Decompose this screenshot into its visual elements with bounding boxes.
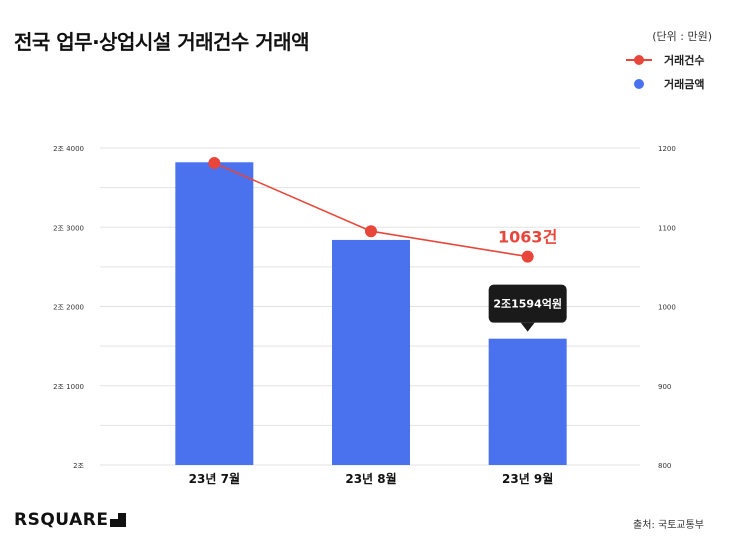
line-point-trade-count	[365, 225, 377, 238]
left-axis-tick-label: 2조 2000	[53, 304, 84, 312]
line-data-label: 1063건	[498, 228, 557, 247]
right-axis-tick-label: 1100	[658, 224, 676, 232]
brand-logo: RSQUARE	[14, 510, 127, 530]
x-axis-tick-label: 23년 7월	[189, 471, 240, 486]
line-point-trade-count	[208, 157, 221, 170]
bar-trade-amount	[175, 162, 254, 465]
left-axis-tick-label: 2조	[73, 462, 84, 470]
legend-label-count: 거래건수	[664, 54, 705, 67]
x-axis-tick-label: 23년 8월	[345, 471, 396, 486]
line-point-trade-count	[521, 250, 534, 263]
right-axis-tick-label: 1200	[658, 145, 676, 153]
bar-data-label: 2조1594억원	[493, 297, 562, 311]
left-axis-tick-label: 2조 1000	[53, 383, 84, 391]
x-axis-tick-label: 23년 9월	[502, 471, 553, 486]
chart-title: 전국 업무·상업시설 거래건수 거래액	[14, 30, 310, 54]
left-axis-tick-label: 2조 3000	[53, 224, 84, 232]
legend-item-count: 거래건수	[626, 52, 712, 68]
bar-callout-box	[488, 284, 567, 323]
bar-trade-amount	[488, 338, 567, 465]
unit-note: (단위 : 만원)	[652, 30, 712, 43]
source-note: 출처: 국토교통부	[633, 520, 704, 531]
line-marker-icon	[626, 54, 652, 66]
chart-canvas: 2조 2조 1000 2조 2000 2조 3000 2조 4000 800 900 1000…	[53, 145, 676, 486]
logo-mark-icon	[110, 513, 127, 527]
dot-marker-icon	[626, 78, 652, 90]
right-axis-tick-label: 900	[658, 383, 671, 391]
bar-trade-amount	[332, 239, 410, 465]
left-axis-tick-label: 2조 4000	[53, 145, 84, 153]
legend-item-amount: 거래금액	[626, 76, 712, 92]
legend-label-amount: 거래금액	[664, 78, 705, 91]
legend: (단위 : 만원) 거래건수 거래금액	[626, 28, 712, 100]
bar-callout-pointer	[520, 322, 535, 332]
logo-text: RSQUARE	[14, 510, 109, 530]
right-axis-tick-label: 1000	[658, 304, 676, 312]
right-axis-tick-label: 800	[658, 462, 671, 470]
